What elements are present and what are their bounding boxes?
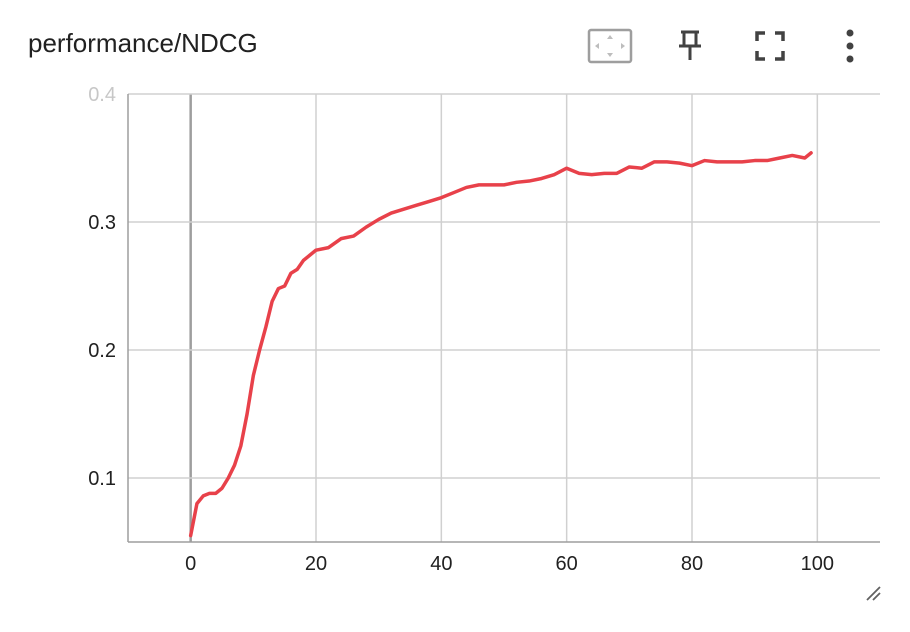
- resize-handle-icon[interactable]: [864, 584, 882, 602]
- more-vert-icon: [846, 29, 854, 63]
- fullscreen-button[interactable]: [730, 22, 810, 70]
- x-tick-label-5: 100: [801, 553, 834, 575]
- fullscreen-icon: [755, 31, 785, 61]
- tick-labels: 0 20 40 60 80 100 0.1 0.2 0.3 0.4: [88, 84, 834, 575]
- chart-toolbar: [570, 22, 890, 70]
- x-tick-label-4: 80: [681, 553, 703, 575]
- series-line-0[interactable]: [188, 151, 813, 538]
- fit-to-data-button[interactable]: [570, 22, 650, 70]
- y-tick-label-0: 0.1: [88, 468, 116, 490]
- x-tick-label-2: 40: [430, 553, 452, 575]
- fit-to-data-icon: [587, 28, 633, 64]
- y-tick-label-3: 0.4: [88, 84, 116, 106]
- y-tick-label-2: 0.3: [88, 212, 116, 234]
- axes: [127, 94, 880, 543]
- more-options-button[interactable]: [810, 22, 890, 70]
- grid: [128, 93, 880, 542]
- pin-button[interactable]: [650, 22, 730, 70]
- x-tick-label-1: 20: [305, 553, 327, 575]
- series-layer: [188, 151, 813, 538]
- x-tick-label-0: 0: [185, 553, 196, 575]
- pin-icon: [679, 30, 701, 60]
- chart-title: performance/NDCG: [28, 28, 258, 58]
- y-tick-label-1: 0.2: [88, 340, 116, 362]
- x-tick-label-3: 60: [556, 553, 578, 575]
